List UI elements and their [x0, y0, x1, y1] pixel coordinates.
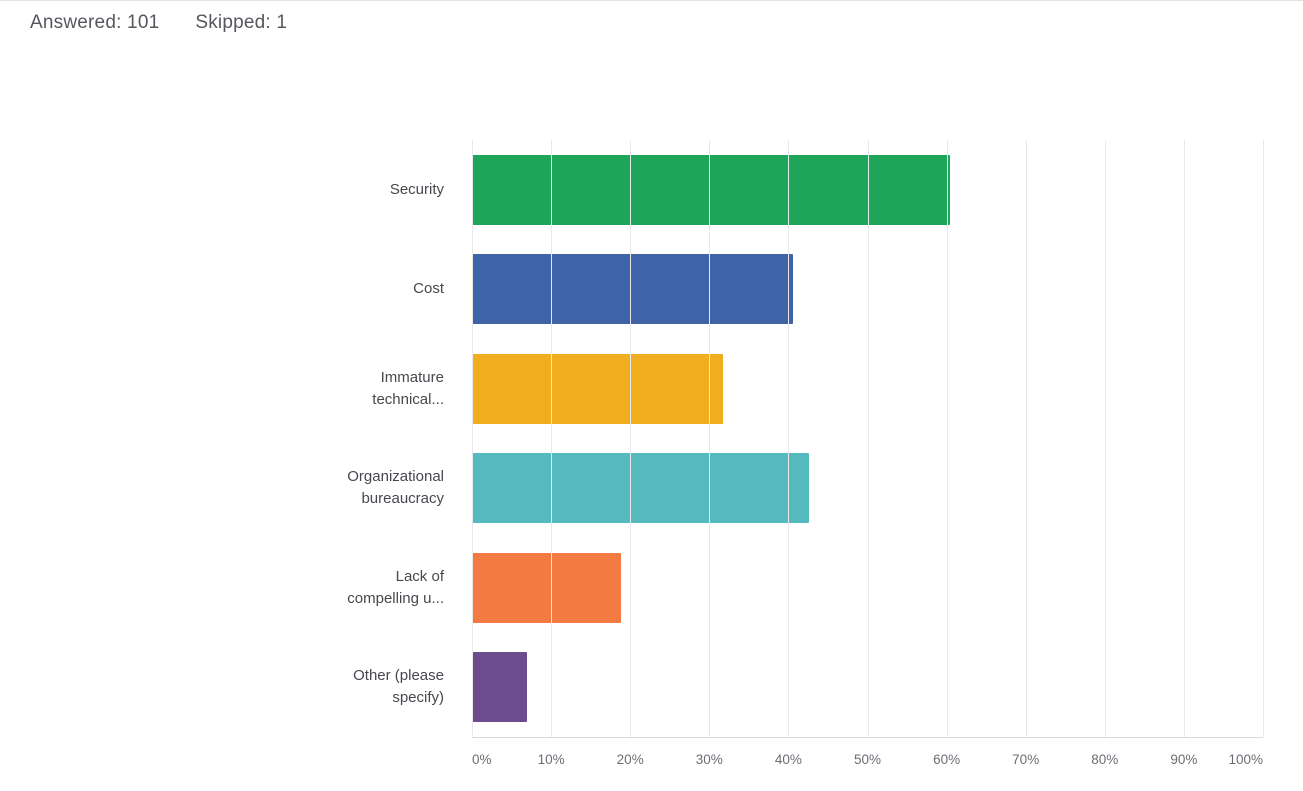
- plot-area: [472, 140, 1264, 738]
- bar-row-other-please-specify: [472, 638, 1263, 738]
- bar-cost: [472, 254, 794, 325]
- gridline-70: [1025, 140, 1027, 737]
- x-tick-label-60: 60%: [933, 752, 961, 767]
- gridline-80: [1104, 140, 1106, 737]
- bar-security: [472, 154, 950, 225]
- gridline-0: [472, 140, 473, 737]
- x-tick-label-100: 100%: [1228, 752, 1263, 767]
- gridline-60: [946, 140, 948, 737]
- category-label-security: Security: [389, 180, 444, 198]
- answered-count: Answered: 101: [30, 12, 160, 33]
- category-label-immature-technical: Immature technical...: [372, 368, 444, 408]
- bar-row-organizational-bureaucracy: [472, 439, 1263, 539]
- x-tick-label-20: 20%: [616, 752, 644, 767]
- bar-organizational-bureaucracy: [472, 453, 809, 524]
- gridline-90: [1183, 140, 1185, 737]
- category-label-cost: Cost: [413, 280, 444, 298]
- gridline-20: [630, 140, 632, 737]
- bar-row-lack-of-compelling-u: [472, 538, 1263, 638]
- x-tick-label-80: 80%: [1091, 752, 1119, 767]
- percent-axis: 0% 10% 20% 30% 40% 50% 60% 70% 80% 90% 100%: [472, 752, 1263, 776]
- top-divider: [0, 0, 1303, 1]
- bar-row-immature-technical: [472, 339, 1263, 439]
- category-label-other-please-specify: Other (please specify): [353, 667, 444, 707]
- category-axis: Security Cost Immature technical... Organiz…: [0, 140, 458, 737]
- x-tick-label-30: 30%: [695, 752, 723, 767]
- response-summary: Answered: 101 Skipped: 1: [30, 12, 287, 34]
- x-tick-label-0: 0%: [472, 752, 492, 767]
- skipped-count: Skipped: 1: [195, 12, 288, 33]
- bar-lack-of-compelling-u: [472, 552, 621, 623]
- x-tick-label-10: 10%: [537, 752, 565, 767]
- category-label-lack-of-compelling-u: Lack of compelling u...: [347, 567, 444, 607]
- gridline-30: [709, 140, 711, 737]
- gridline-100: [1263, 140, 1264, 737]
- gridline-10: [551, 140, 553, 737]
- x-tick-label-90: 90%: [1170, 752, 1198, 767]
- bar-row-cost: [472, 240, 1263, 340]
- bar-other-please-specify: [472, 652, 527, 723]
- x-tick-label-40: 40%: [774, 752, 802, 767]
- bar-immature-technical: [472, 353, 723, 424]
- category-label-organizational-bureaucracy: Organizational bureaucracy: [347, 468, 444, 508]
- gridline-40: [788, 140, 790, 737]
- x-tick-label-50: 50%: [853, 752, 882, 767]
- x-tick-label-70: 70%: [1012, 752, 1040, 767]
- gridline-50: [867, 140, 869, 737]
